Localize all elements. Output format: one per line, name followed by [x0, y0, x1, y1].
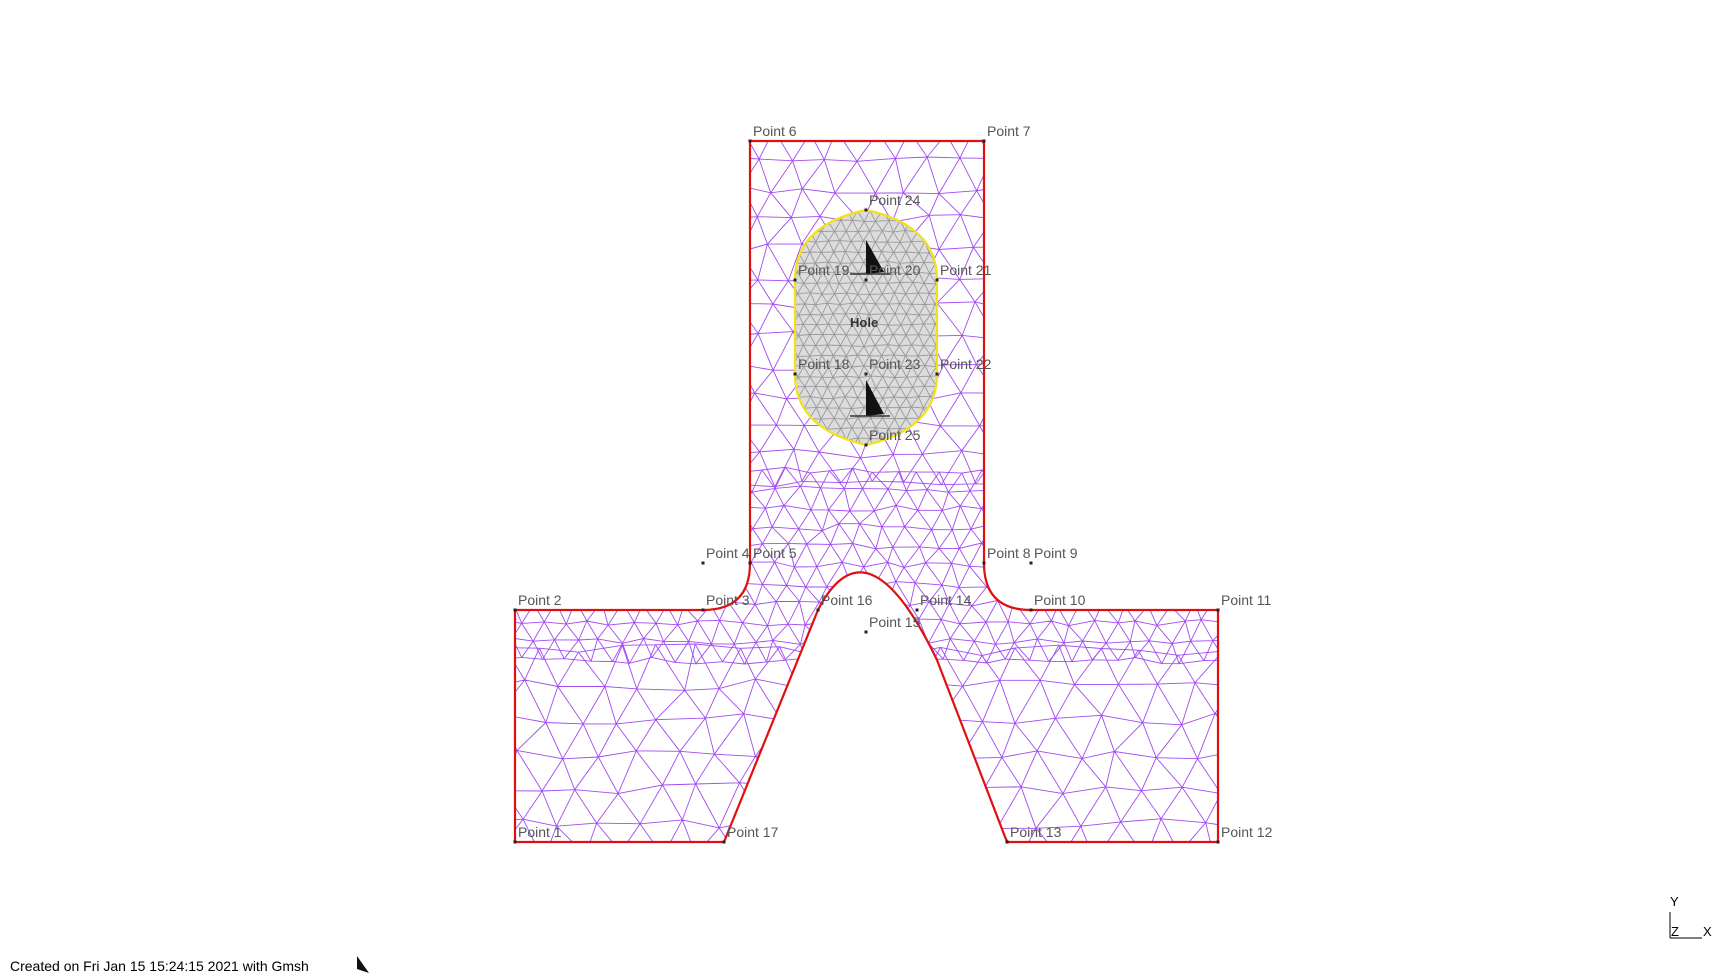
point-marker[interactable] — [915, 608, 919, 612]
point-marker[interactable] — [935, 372, 939, 376]
point-marker[interactable] — [864, 630, 868, 634]
point-label: Point 11 — [1221, 592, 1272, 608]
normal-arrow-top-icon — [850, 240, 890, 275]
point-label: Point 17 — [727, 824, 779, 840]
axes-triad-icon — [1669, 912, 1702, 939]
point-marker[interactable] — [701, 608, 705, 612]
point-marker[interactable] — [513, 840, 517, 844]
point-marker[interactable] — [935, 278, 939, 282]
point-label: Point 1 — [518, 824, 562, 840]
point-marker[interactable] — [748, 561, 752, 565]
point-label: Point 15 — [869, 614, 921, 630]
point-marker[interactable] — [982, 561, 986, 565]
axis-x-label: X — [1703, 924, 1712, 939]
point-marker[interactable] — [982, 139, 986, 143]
point-label: Point 9 — [1034, 545, 1078, 561]
point-label: Point 13 — [1010, 824, 1062, 840]
point-marker[interactable] — [1216, 608, 1220, 612]
point-label: Point 5 — [753, 545, 797, 561]
point-marker[interactable] — [1029, 608, 1033, 612]
point-marker[interactable] — [1216, 840, 1220, 844]
axis-z-label: Z — [1671, 924, 1679, 939]
physical-group-label: Hole — [850, 315, 878, 330]
point-marker[interactable] — [864, 372, 868, 376]
point-label: Point 2 — [518, 592, 562, 608]
point-marker[interactable] — [793, 372, 797, 376]
domain-boundary — [513, 139, 1220, 844]
point-label: Point 8 — [987, 545, 1031, 561]
geometry-points: Point 1 Point 2 Point 3 Point 4 Point 5 Point… — [513, 123, 1273, 844]
point-marker[interactable] — [816, 608, 820, 612]
point-marker[interactable] — [1029, 561, 1033, 565]
point-label: Point 25 — [869, 427, 921, 443]
point-label: Point 21 — [940, 262, 992, 278]
point-label: Point 20 — [869, 262, 921, 278]
point-marker[interactable] — [513, 608, 517, 612]
point-label: Point 23 — [869, 356, 921, 372]
mesh-edges — [515, 643, 1218, 842]
point-label: Point 7 — [987, 123, 1031, 139]
point-label: Point 6 — [753, 123, 797, 139]
point-label: Point 22 — [940, 356, 992, 372]
status-bar-message: Created on Fri Jan 15 15:24:15 2021 with… — [10, 958, 309, 974]
point-marker[interactable] — [1005, 840, 1009, 844]
point-marker[interactable] — [864, 443, 868, 447]
axis-y-label: Y — [1670, 894, 1679, 909]
point-label: Point 14 — [920, 592, 972, 608]
mouse-cursor-icon — [357, 956, 369, 973]
point-label: Point 10 — [1034, 592, 1086, 608]
normal-arrow-bottom-icon — [850, 380, 890, 417]
point-marker[interactable] — [722, 840, 726, 844]
point-label: Point 24 — [869, 192, 921, 208]
point-label: Point 18 — [798, 356, 850, 372]
point-label: Point 19 — [798, 262, 850, 278]
mesh-edges — [515, 466, 1218, 665]
point-label: Point 16 — [821, 592, 873, 608]
point-marker[interactable] — [748, 139, 752, 143]
point-marker[interactable] — [701, 561, 705, 565]
point-label: Point 12 — [1221, 824, 1273, 840]
point-label: Point 3 — [706, 592, 750, 608]
point-marker[interactable] — [864, 278, 868, 282]
point-label: Point 4 — [706, 545, 750, 561]
point-marker[interactable] — [793, 278, 797, 282]
point-marker[interactable] — [864, 208, 868, 212]
